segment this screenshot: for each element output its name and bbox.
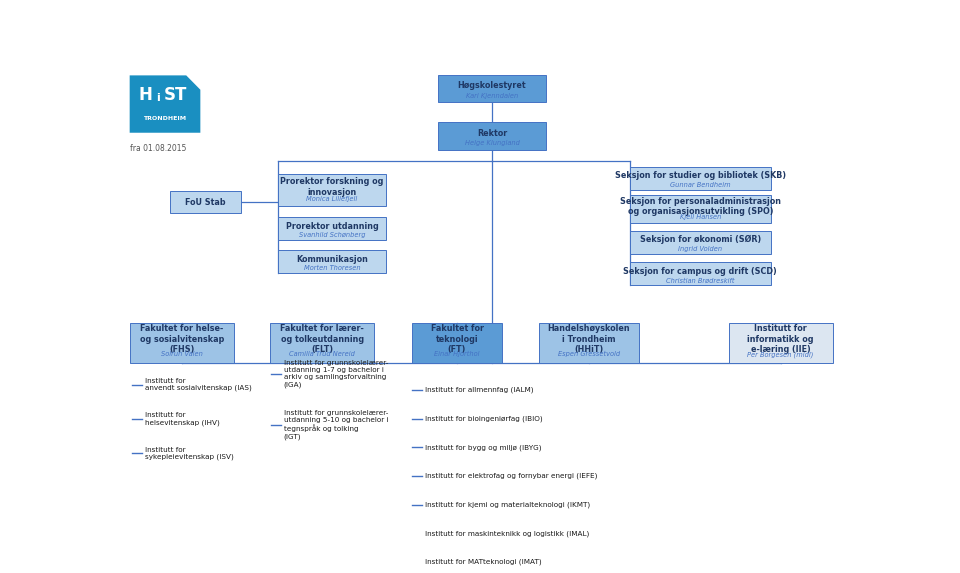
Text: Seksjon for personaladministrasjon
og organisasjonsutvikling (SPO): Seksjon for personaladministrasjon og or…: [620, 197, 780, 216]
Text: Institutt for
sykepleievitenskap (ISV): Institutt for sykepleievitenskap (ISV): [145, 447, 233, 460]
FancyBboxPatch shape: [438, 75, 546, 103]
Text: Camilla Trud Nereid: Camilla Trud Nereid: [289, 351, 355, 358]
Text: Kjell Hansen: Kjell Hansen: [680, 214, 721, 219]
Polygon shape: [130, 76, 201, 133]
Text: Rektor: Rektor: [477, 128, 507, 138]
Text: i: i: [156, 93, 159, 103]
Text: Prorektor forskning og
innovasjon: Prorektor forskning og innovasjon: [280, 177, 384, 197]
Text: Helge Klungland: Helge Klungland: [465, 140, 519, 147]
FancyBboxPatch shape: [278, 174, 386, 206]
FancyBboxPatch shape: [271, 323, 374, 363]
FancyBboxPatch shape: [413, 323, 502, 363]
Text: TRONDHEIM: TRONDHEIM: [143, 116, 186, 121]
Text: Einar Hjorthol: Einar Hjorthol: [434, 351, 480, 358]
FancyBboxPatch shape: [630, 262, 771, 285]
Text: Institutt for kjemi og materialteknologi (IKMT): Institutt for kjemi og materialteknologi…: [425, 501, 590, 508]
Text: H: H: [138, 87, 152, 104]
Text: Fakultet for helse-
og sosialvitenskap
(FHS): Fakultet for helse- og sosialvitenskap (…: [139, 324, 224, 354]
Text: Morten Thoresen: Morten Thoresen: [303, 265, 360, 271]
FancyBboxPatch shape: [729, 323, 832, 363]
Text: Christian Brødreskift: Christian Brødreskift: [666, 277, 734, 283]
Text: FoU Stab: FoU Stab: [185, 198, 226, 206]
Text: Fakultet for
teknologi
(FT): Fakultet for teknologi (FT): [430, 324, 484, 354]
FancyBboxPatch shape: [278, 250, 386, 273]
Text: Institutt for maskinteknikk og logistikk (IMAL): Institutt for maskinteknikk og logistikk…: [425, 530, 589, 536]
FancyBboxPatch shape: [130, 323, 234, 363]
Text: Kari Kjenndalen: Kari Kjenndalen: [466, 93, 518, 99]
Text: fra 01.08.2015: fra 01.08.2015: [130, 144, 186, 152]
Text: Institutt for bioingeniørfag (IBIO): Institutt for bioingeniørfag (IBIO): [425, 415, 542, 422]
Text: Institutt for grunnskolelærer-
utdanning 5-10 og bachelor i
tegnspråk og tolking: Institutt for grunnskolelærer- utdanning…: [284, 410, 388, 439]
Text: Institutt for
informatikk og
e-læring (IIE): Institutt for informatikk og e-læring (I…: [748, 324, 814, 354]
Text: Institutt for bygg og miljø (IBYG): Institutt for bygg og miljø (IBYG): [425, 444, 541, 450]
Text: Institutt for
helsevitenskap (IHV): Institutt for helsevitenskap (IHV): [145, 413, 219, 426]
Text: Svanhild Schønberg: Svanhild Schønberg: [299, 232, 366, 238]
FancyBboxPatch shape: [278, 217, 386, 240]
Text: Monica Lillefjell: Monica Lillefjell: [306, 196, 358, 202]
Text: Seksjon for campus og drift (SCD): Seksjon for campus og drift (SCD): [623, 267, 778, 276]
FancyBboxPatch shape: [539, 323, 639, 363]
FancyBboxPatch shape: [438, 122, 546, 150]
Text: Institutt for allmennfag (IALM): Institutt for allmennfag (IALM): [425, 387, 534, 393]
Text: Institutt for grunnskolelærer-
utdanning 1-7 og bachelor i
arkiv og samlingsforv: Institutt for grunnskolelærer- utdanning…: [284, 360, 388, 388]
Text: Per Borgesen (midl): Per Borgesen (midl): [748, 351, 814, 358]
Text: Espen Gressetvold: Espen Gressetvold: [558, 351, 620, 358]
Text: Solrun Valen: Solrun Valen: [161, 351, 203, 358]
Text: Handelshøyskolen
i Trondheim
(HHiT): Handelshøyskolen i Trondheim (HHiT): [547, 324, 630, 354]
Text: Ingrid Volden: Ingrid Volden: [679, 246, 722, 252]
Text: Institutt for MATteknologi (IMAT): Institutt for MATteknologi (IMAT): [425, 559, 541, 566]
Text: Fakultet for lærer-
og tolkeutdanning
(FLT): Fakultet for lærer- og tolkeutdanning (F…: [280, 324, 364, 354]
Text: Prorektor utdanning: Prorektor utdanning: [286, 222, 378, 231]
Text: ST: ST: [163, 87, 187, 104]
Text: Gunnar Bendheim: Gunnar Bendheim: [670, 182, 731, 187]
FancyBboxPatch shape: [170, 191, 241, 213]
Text: Institutt for elektrofag og fornybar energi (IEFE): Institutt for elektrofag og fornybar ene…: [425, 473, 597, 479]
FancyBboxPatch shape: [630, 167, 771, 190]
FancyBboxPatch shape: [630, 231, 771, 254]
Text: Høgskolestyret: Høgskolestyret: [458, 81, 526, 91]
FancyBboxPatch shape: [630, 195, 771, 223]
Text: Institutt for
anvendt sosialvitenskap (IAS): Institutt for anvendt sosialvitenskap (I…: [145, 378, 252, 391]
Text: Seksjon for økonomi (SØR): Seksjon for økonomi (SØR): [639, 236, 761, 245]
Text: Kommunikasjon: Kommunikasjon: [296, 255, 368, 264]
Text: Seksjon for studier og bibliotek (SKB): Seksjon for studier og bibliotek (SKB): [614, 171, 786, 180]
